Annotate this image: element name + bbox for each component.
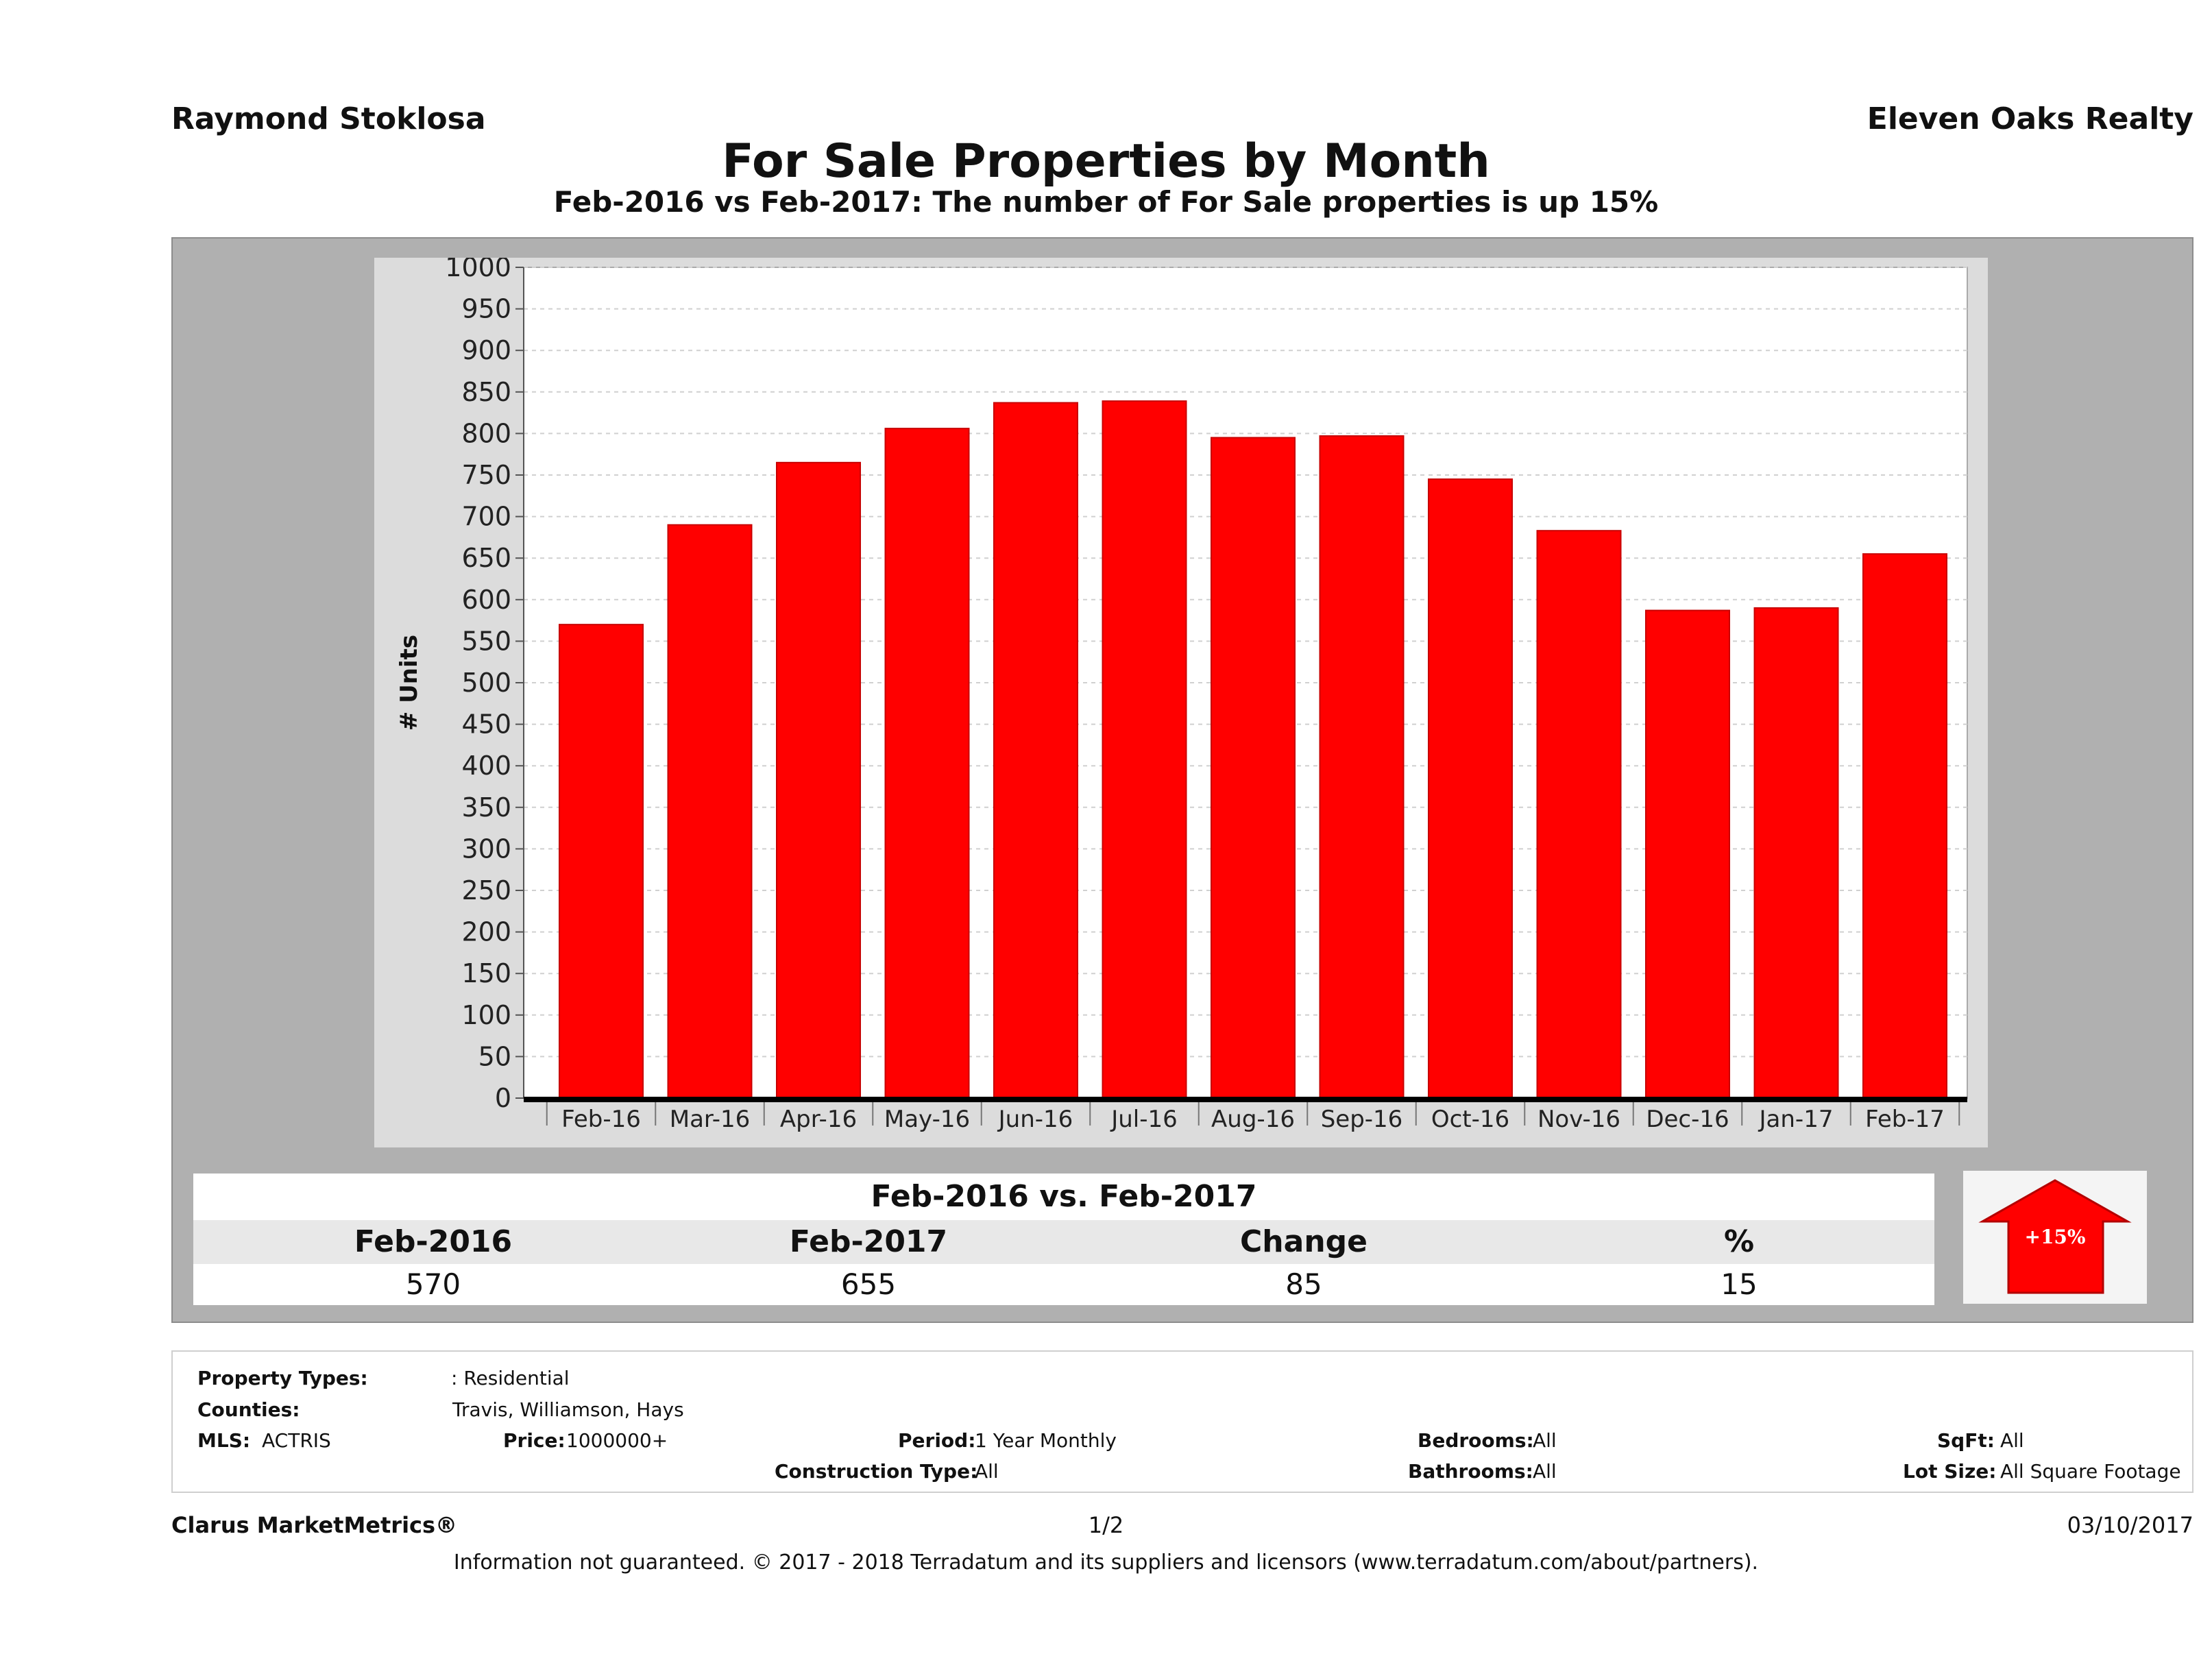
period-label: Period: — [898, 1429, 976, 1452]
counties-value: Travis, Williamson, Hays — [452, 1398, 684, 1421]
bedrooms-label: Bedrooms: — [1418, 1429, 1534, 1452]
x-tick-label: Jun-16 — [997, 1106, 1073, 1133]
mls-value: ACTRIS — [262, 1429, 331, 1452]
summary-val-end: 655 — [840, 1267, 897, 1301]
y-tick-label: 300 — [461, 834, 511, 864]
up-arrow-icon: +15% — [1978, 1179, 2132, 1294]
report-date: 03/10/2017 — [2067, 1512, 2193, 1538]
x-tick-label: Feb-16 — [561, 1106, 641, 1133]
y-tick-label: 1000 — [445, 258, 511, 282]
y-tick-label: 0 — [495, 1083, 511, 1113]
x-tick-label: Aug-16 — [1211, 1106, 1295, 1133]
summary-col-start: Feb-2016 — [354, 1224, 513, 1259]
x-tick-label: Feb-17 — [1865, 1106, 1945, 1133]
brokerage-name: Eleven Oaks Realty — [1867, 101, 2193, 136]
bar — [1862, 553, 1947, 1099]
sqft-label: SqFt: — [1937, 1429, 1995, 1452]
price-label: Price: — [503, 1429, 566, 1452]
y-tick-label: 400 — [461, 751, 511, 781]
y-tick-label: 150 — [461, 958, 511, 988]
x-tick-label: Oct-16 — [1431, 1106, 1509, 1133]
bar — [993, 402, 1078, 1099]
footer-brand: Clarus MarketMetrics® — [171, 1512, 458, 1538]
property-filters — [171, 1350, 2193, 1493]
y-tick-label: 650 — [461, 543, 511, 573]
x-tick-label: Apr-16 — [780, 1106, 857, 1133]
page-number: 1/2 — [1088, 1512, 1124, 1538]
y-tick-label: 850 — [461, 377, 511, 407]
bathrooms-value: All — [1533, 1460, 1557, 1483]
y-tick-label: 550 — [461, 626, 511, 656]
bedrooms-value: All — [1533, 1429, 1557, 1452]
summary-col-percent: % — [1723, 1224, 1755, 1259]
y-tick-label: 350 — [461, 792, 511, 823]
disclaimer: Information not guaranteed. © 2017 - 201… — [453, 1551, 1759, 1574]
y-tick-label: 600 — [461, 585, 511, 615]
summary-values: 570 655 85 15 — [193, 1264, 1934, 1305]
summary-col-change: Change — [1240, 1224, 1368, 1259]
property-types-value: : Residential — [451, 1367, 570, 1389]
x-tick-label: Jan-17 — [1758, 1106, 1834, 1133]
x-tick-label: Nov-16 — [1538, 1106, 1620, 1133]
y-tick-label: 700 — [461, 502, 511, 532]
x-tick-label: Mar-16 — [670, 1106, 751, 1133]
lot-size-value: All Square Footage — [2000, 1460, 2181, 1483]
bar — [1753, 607, 1839, 1099]
y-tick-label: 200 — [461, 917, 511, 947]
price-value: 1000000+ — [566, 1429, 668, 1452]
bar — [559, 624, 644, 1099]
period-value: 1 Year Monthly — [975, 1429, 1117, 1452]
page-title: For Sale Properties by Month — [722, 134, 1490, 189]
y-tick-label: 450 — [461, 709, 511, 740]
bar — [1428, 478, 1513, 1099]
bar — [776, 461, 861, 1099]
change-badge: +15% — [1963, 1171, 2147, 1304]
y-tick-label: 800 — [461, 418, 511, 448]
construction-type-label: Construction Type: — [775, 1460, 978, 1483]
construction-type-value: All — [975, 1460, 999, 1483]
summary-val-change: 85 — [1285, 1267, 1322, 1301]
y-tick-label: 750 — [461, 460, 511, 490]
agent-name: Raymond Stoklosa — [171, 101, 486, 136]
x-tick-label: Sep-16 — [1321, 1106, 1403, 1133]
change-badge-label: +15% — [2024, 1226, 2085, 1248]
bar — [667, 524, 753, 1099]
counties-label: Counties: — [197, 1398, 300, 1421]
summary-column-headers: Feb-2016 Feb-2017 Change % — [193, 1220, 1934, 1264]
sqft-value: All — [2000, 1429, 2024, 1452]
bar — [1319, 435, 1405, 1099]
x-tick-label: Dec-16 — [1646, 1106, 1729, 1133]
mls-label: MLS: — [197, 1429, 251, 1452]
y-tick-label: 250 — [461, 875, 511, 905]
y-tick-label: 900 — [461, 335, 511, 365]
x-tick-label: Jul-16 — [1110, 1106, 1178, 1133]
y-tick-label: 50 — [478, 1041, 511, 1071]
bar — [1211, 437, 1296, 1099]
summary-heading: Feb-2016 vs. Feb-2017 — [193, 1174, 1934, 1220]
summary-val-percent: 15 — [1721, 1267, 1758, 1301]
summary-val-start: 570 — [405, 1267, 461, 1301]
x-tick-label: May-16 — [884, 1106, 970, 1133]
bar — [1536, 530, 1622, 1099]
y-tick-label: 100 — [461, 1000, 511, 1030]
property-types-label: Property Types: — [197, 1367, 368, 1389]
summary-col-end: Feb-2017 — [789, 1224, 948, 1259]
y-tick-label: 950 — [461, 294, 511, 324]
y-tick-label: 500 — [461, 668, 511, 698]
bar — [1102, 400, 1187, 1099]
y-axis-label: # Units — [396, 635, 423, 731]
bar-chart: 0 50 100 150 200 250 300 350 400 450 500 550 600 650 7… — [396, 258, 1968, 1133]
bar — [1645, 609, 1730, 1099]
bathrooms-label: Bathrooms: — [1408, 1460, 1533, 1483]
bar — [884, 428, 970, 1099]
page-subtitle: Feb-2016 vs Feb-2017: The number of For … — [553, 185, 1659, 219]
lot-size-label: Lot Size: — [1903, 1460, 1997, 1483]
